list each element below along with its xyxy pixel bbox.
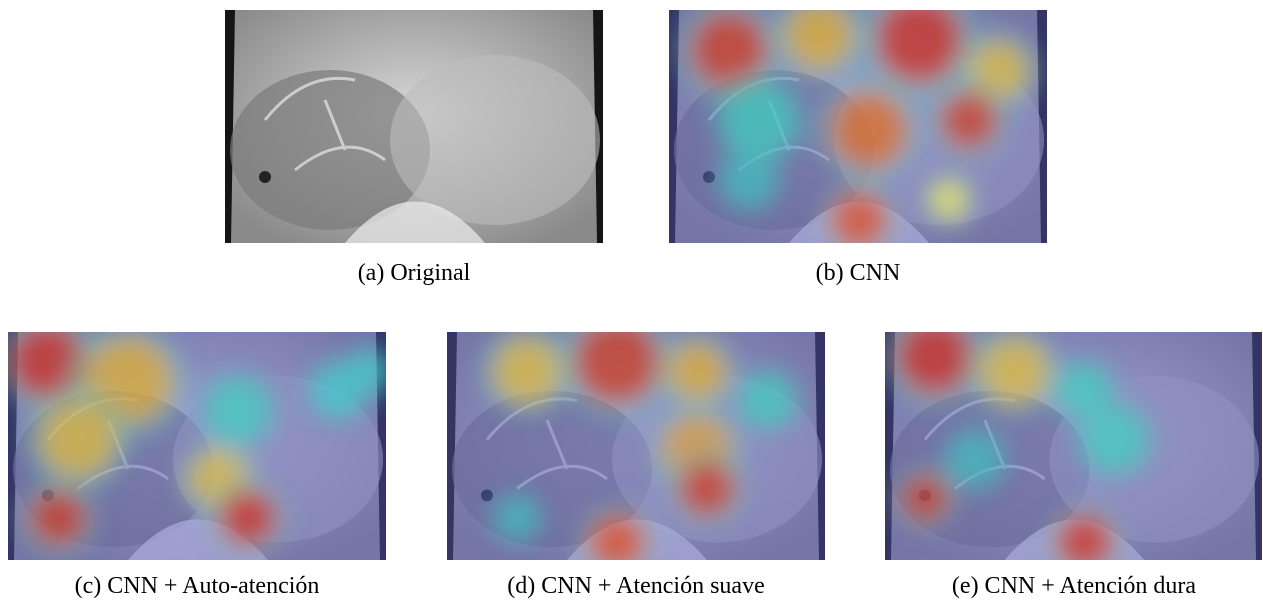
image — [447, 332, 825, 560]
heat-blob — [28, 489, 88, 548]
heat-blob — [950, 435, 1000, 484]
heat-blob — [929, 180, 969, 220]
heat-blob — [677, 459, 737, 518]
heat-blob — [497, 498, 537, 537]
caption: (b) CNN — [648, 260, 1068, 287]
heat-blob — [900, 474, 950, 523]
caption: (e) CNN + Atención dura — [864, 573, 1263, 600]
heat-blob — [742, 376, 792, 425]
heat-blob — [1084, 410, 1144, 469]
heat-blob — [492, 337, 562, 405]
heat-blob — [38, 400, 118, 478]
caption: (a) Original — [204, 260, 624, 287]
caption: (c) CNN + Auto-atención — [0, 573, 407, 600]
heat-blob — [980, 337, 1050, 405]
figure-d — [447, 332, 825, 560]
image — [885, 332, 1262, 560]
right-breast — [390, 55, 600, 225]
heat-blob — [724, 155, 774, 205]
nipple — [259, 171, 271, 183]
heat-blob — [939, 90, 999, 150]
figure-c — [8, 332, 386, 560]
image — [669, 10, 1047, 243]
image — [225, 10, 603, 243]
image — [8, 332, 386, 560]
heat-blob — [724, 85, 794, 155]
heat-blob — [208, 381, 268, 440]
heat-blob — [218, 489, 278, 548]
page: (a) Original (b) CNN (c) CNN + Auto-aten… — [0, 0, 1263, 607]
figure-e — [885, 332, 1262, 560]
heat-blob — [667, 342, 727, 401]
figure-a — [225, 10, 603, 243]
caption: (d) CNN + Atención suave — [426, 573, 846, 600]
figure-b — [669, 10, 1047, 243]
heat-blob — [829, 90, 909, 170]
